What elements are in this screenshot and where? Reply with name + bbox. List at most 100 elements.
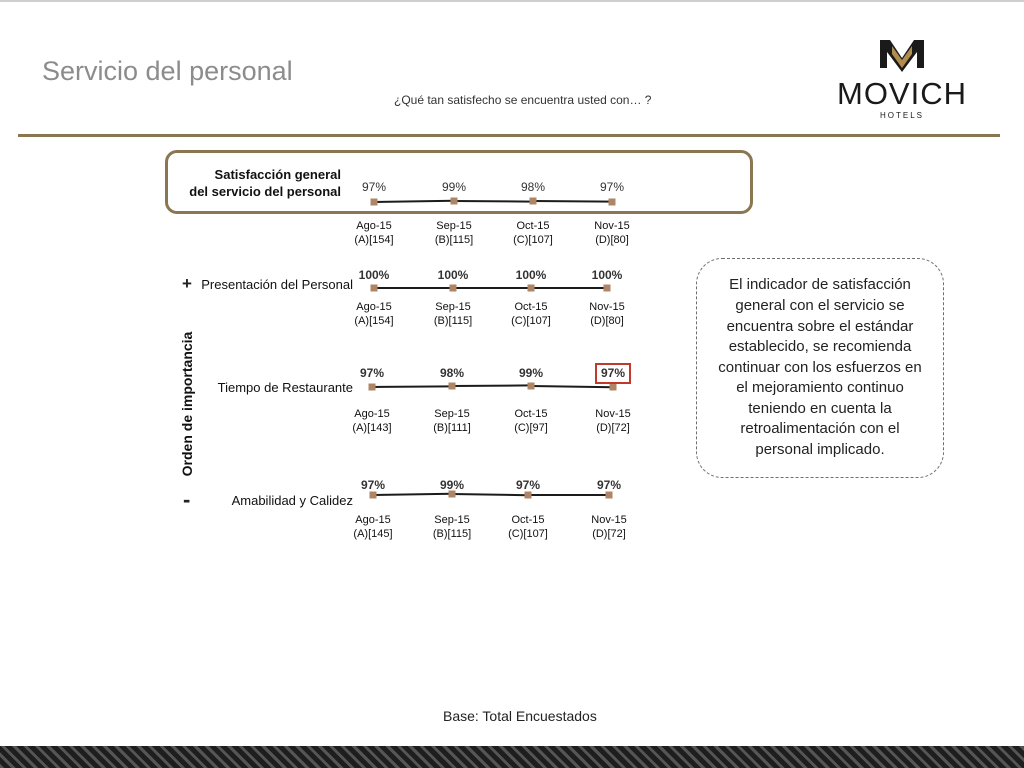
importance-axis-label: Orden de importancia [179, 331, 195, 477]
series-line-segment [528, 493, 609, 496]
logo-text: MOVICH [837, 76, 967, 111]
x-tick-label: Nov-15 (D)[72] [595, 407, 630, 435]
x-tick-base: (A)[145] [353, 528, 393, 540]
data-label: 97% [360, 478, 386, 492]
series-line-segment [451, 492, 529, 496]
data-label: 99% [439, 478, 465, 492]
x-tick-month: Sep-15 [435, 301, 471, 313]
x-tick-month: Ago-15 [356, 220, 392, 232]
data-label: 97% [359, 366, 385, 380]
logo-emblem-icon [880, 40, 924, 72]
x-tick-base: (D)[72] [592, 528, 626, 540]
x-tick-base: (C)[107] [511, 315, 551, 327]
x-tick-base: (C)[107] [513, 234, 553, 246]
x-tick-month: Nov-15 [591, 514, 627, 526]
x-tick-base: (A)[154] [354, 315, 394, 327]
data-point-marker [448, 382, 456, 390]
x-tick-label: Oct-15 (C)[107] [508, 513, 548, 541]
row-label-presentacion: Presentación del Personal [201, 277, 353, 292]
data-point-marker [448, 490, 456, 498]
x-tick-label: Ago-15 (A)[154] [354, 219, 393, 247]
data-point-marker [450, 197, 458, 205]
x-tick-base: (D)[72] [596, 422, 630, 434]
x-tick-month: Oct-15 [514, 408, 548, 420]
data-label: 100% [358, 268, 390, 282]
x-tick-base: (C)[107] [508, 528, 548, 540]
page-subtitle: ¿Qué tan satisfecho se encuentra usted c… [394, 93, 652, 107]
x-tick-month: Oct-15 [514, 301, 548, 313]
data-label: 99% [441, 180, 467, 194]
x-tick-label: Nov-15 (D)[80] [594, 219, 629, 247]
data-point-marker [370, 284, 378, 292]
overall-highlight-frame [165, 150, 753, 214]
row-label-amabilidad: Amabilidad y Calidez [231, 493, 353, 508]
x-tick-label: Ago-15 (A)[154] [354, 300, 393, 328]
x-tick-label: Ago-15 (A)[145] [353, 513, 392, 541]
row-label-overall-line1: Satisfacción general [214, 167, 341, 182]
data-point-marker [527, 284, 535, 292]
base-note: Base: Total Encuestados [443, 708, 597, 724]
importance-plus: + [182, 274, 192, 293]
logo-subtext: HOTELS [880, 111, 924, 120]
x-tick-label: Sep-15 (B)[111] [433, 407, 471, 435]
x-tick-month: Ago-15 [356, 301, 392, 313]
data-point-marker [608, 198, 616, 206]
series-line-segment [374, 287, 453, 289]
series-line-segment [372, 492, 453, 496]
data-label: 97% [596, 478, 622, 492]
x-tick-base: (A)[154] [354, 234, 394, 246]
x-tick-label: Oct-15 (C)[97] [514, 407, 548, 435]
data-label: 97% [361, 180, 387, 194]
conclusion-text: El indicador de satisfacción general con… [718, 276, 922, 459]
data-label: 100% [515, 268, 547, 282]
data-point-marker [369, 491, 377, 499]
data-label: 100% [591, 268, 623, 282]
data-point-marker [524, 491, 532, 499]
data-label: 97% [600, 366, 626, 380]
x-tick-month: Ago-15 [354, 408, 390, 420]
x-tick-base: (C)[97] [514, 422, 548, 434]
x-tick-month: Sep-15 [436, 220, 472, 232]
series-line-segment [530, 384, 614, 388]
x-tick-label: Oct-15 (C)[107] [511, 300, 551, 328]
series-line-segment [453, 287, 531, 289]
x-tick-month: Ago-15 [355, 514, 391, 526]
series-line-segment [371, 385, 453, 388]
x-tick-base: (A)[143] [352, 422, 392, 434]
importance-minus: - [183, 487, 191, 512]
series-line-segment [451, 384, 532, 388]
x-tick-label: Nov-15 (D)[80] [589, 300, 624, 328]
x-tick-label: Sep-15 (B)[115] [433, 513, 471, 541]
top-border [0, 0, 1024, 2]
row-label-overall-line2: del servicio del personal [189, 184, 341, 199]
movich-logo: MOVICH HOTELS [837, 40, 967, 120]
x-tick-month: Nov-15 [595, 408, 631, 420]
x-tick-month: Sep-15 [434, 408, 470, 420]
row-label-overall: Satisfacción general del servicio del pe… [189, 166, 341, 200]
x-tick-month: Sep-15 [434, 514, 470, 526]
page-title: Servicio del personal [42, 56, 293, 86]
data-label: 98% [520, 180, 546, 194]
data-label: 100% [437, 268, 469, 282]
x-tick-base: (B)[115] [432, 528, 472, 540]
series-line-segment [453, 199, 534, 203]
x-tick-label: Nov-15 (D)[72] [591, 513, 626, 541]
x-tick-month: Oct-15 [511, 514, 545, 526]
x-tick-month: Oct-15 [516, 220, 550, 232]
data-point-marker [527, 382, 535, 390]
data-point-marker [603, 284, 611, 292]
footer-pattern-band [0, 746, 1024, 768]
x-tick-label: Oct-15 (C)[107] [513, 219, 553, 247]
header-divider [18, 134, 1000, 137]
x-tick-month: Nov-15 [594, 220, 630, 232]
row-label-tiempo: Tiempo de Restaurante [217, 380, 353, 395]
x-tick-base: (B)[115] [433, 315, 473, 327]
data-label: 97% [515, 478, 541, 492]
data-label: 98% [439, 366, 465, 380]
x-tick-label: Sep-15 (B)[115] [435, 219, 473, 247]
x-tick-base: (D)[80] [590, 315, 624, 327]
data-point-marker [609, 383, 617, 391]
data-label: 97% [599, 180, 625, 194]
x-tick-label: Sep-15 (B)[115] [434, 300, 472, 328]
data-point-marker [605, 491, 613, 499]
